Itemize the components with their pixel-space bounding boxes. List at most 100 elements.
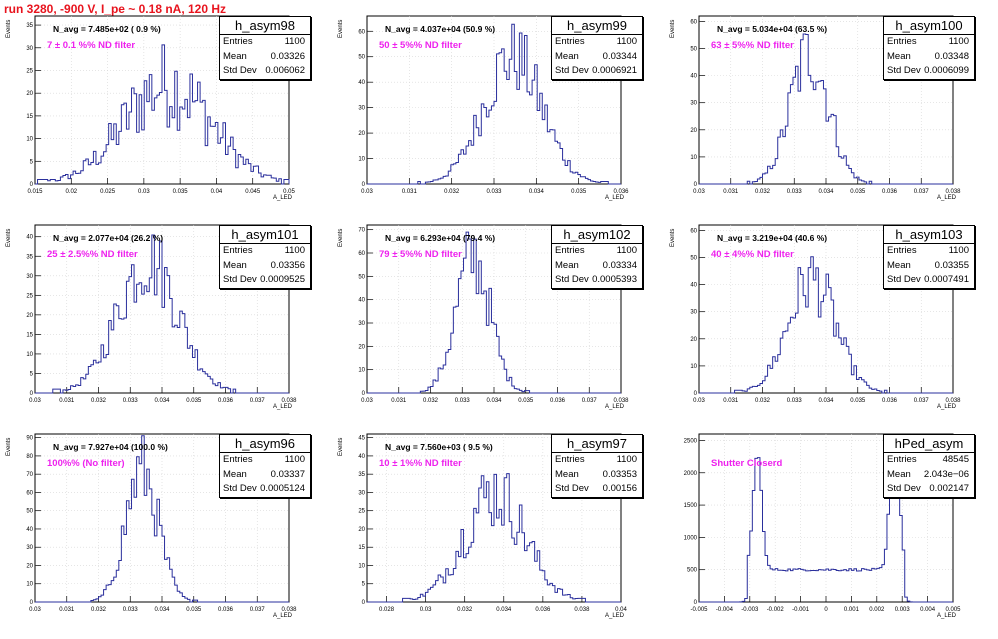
y-tick-label: 10 — [26, 137, 33, 143]
x-tick-label: 0.035 — [186, 398, 202, 404]
stats-mean-key: Mean — [555, 259, 579, 271]
y-tick-label: 90 — [26, 436, 33, 442]
stats-std-dev-row: Std Dev 0.0005124 — [220, 482, 310, 497]
stats-std-dev-key: Std Dev — [887, 483, 921, 494]
y-tick-label: 20 — [26, 563, 33, 569]
y-tick-label: 40 — [358, 298, 365, 304]
n-avg-label: N_avg = 2.077e+04 (26.2 %) — [53, 233, 164, 243]
histogram-panel-h_asym100: 0 10 20 30 40 50 60 0.03 0.031 0.032 0.033 0.034 0.0… — [664, 15, 997, 221]
histogram-plot: 0 10 20 30 40 50 60 70 80 90 0.03 0.031 0.032 0.033 0.… — [26, 433, 297, 613]
x-tick-label: 0.03 — [138, 189, 150, 195]
x-tick-label: 0.032 — [457, 607, 473, 613]
stats-std-dev-value: 0.006062 — [265, 65, 305, 76]
y-tick-label: 30 — [690, 101, 697, 107]
stats-entries-key: Entries — [887, 454, 917, 465]
stats-entries-value: 1100 — [948, 36, 969, 47]
x-tick-label: 0.035 — [186, 607, 202, 613]
stats-mean-value: 0.03337 — [270, 468, 305, 480]
stats-mean-row: Mean 0.03348 — [884, 50, 974, 65]
histogram-title: h_asym99 — [552, 17, 642, 35]
stats-mean-key: Mean — [223, 468, 247, 480]
stats-entries-value: 1100 — [948, 245, 969, 256]
y-tick-label: 50 — [358, 55, 365, 61]
x-tick-label: 0.004 — [920, 607, 936, 613]
stats-box: h_asym99 Entries 1100 Mean 0.03344 Std Dev 0.0… — [551, 16, 643, 80]
x-tick-label: 0.037 — [914, 189, 930, 195]
histogram-panel-h_asym99: 0 10 20 30 40 50 60 0.03 0.031 0.032 0.033 0.034 0.0… — [332, 15, 665, 221]
n-avg-label: N_avg = 5.034e+04 (63.5 %) — [717, 24, 828, 34]
y-tick-label: 10 — [690, 155, 697, 161]
histogram-title: h_asym98 — [220, 17, 310, 35]
y-tick-label: 0 — [30, 600, 34, 606]
stats-entries-key: Entries — [223, 36, 253, 47]
x-axis-label: A_LED — [937, 613, 957, 619]
y-axis-label: Events — [338, 19, 344, 38]
y-tick-label: 40 — [358, 80, 365, 86]
y-tick-label: 60 — [358, 251, 365, 257]
x-tick-label: 0.035 — [850, 189, 866, 195]
stats-entries-row: Entries 1100 — [884, 244, 974, 259]
stats-mean-key: Mean — [555, 50, 579, 62]
stats-entries-row: Entries 1100 — [220, 244, 310, 259]
stats-std-dev-value: 0.0005393 — [592, 274, 637, 285]
y-tick-label: 10 — [358, 563, 365, 569]
y-axis-label: Events — [338, 228, 344, 247]
x-axis-label: A_LED — [273, 404, 293, 410]
stats-mean-row: Mean 0.03344 — [552, 50, 642, 65]
stats-box: h_asym102 Entries 1100 Mean 0.03334 Std Dev 0.… — [551, 225, 643, 289]
x-tick-label: 0.03 — [29, 607, 41, 613]
histogram-panel-h_asym98: 0 5 10 15 20 25 30 35 0.015 0.02 0.025 0.03 0.035 0.0… — [0, 15, 333, 221]
y-tick-label: 35 — [26, 254, 33, 260]
stats-mean-value: 0.03356 — [270, 259, 305, 271]
y-tick-label: 15 — [26, 114, 33, 120]
x-tick-label: 0.034 — [154, 398, 170, 404]
x-tick-label: 0.033 — [123, 607, 139, 613]
stats-std-dev-row: Std Dev 0.0009525 — [220, 273, 310, 288]
y-tick-label: 20 — [26, 313, 33, 319]
stats-std-dev-value: 0.0006921 — [592, 65, 637, 76]
histogram-line — [367, 473, 621, 603]
x-tick-label: 0.03 — [693, 398, 705, 404]
x-tick-label: 0.02 — [65, 189, 77, 195]
stats-mean-value: 0.03348 — [934, 50, 969, 62]
stats-entries-value: 1100 — [616, 36, 637, 47]
y-tick-label: 5 — [30, 371, 34, 377]
histogram-panel-h_asym97: 0 5 10 15 20 25 30 35 40 45 0.028 0.03 0.032 0.034 0.0… — [332, 433, 665, 639]
x-tick-label: 0.031 — [723, 189, 739, 195]
stats-box: h_asym103 Entries 1100 Mean 0.03355 Std Dev 0.… — [883, 225, 975, 289]
y-tick-label: 10 — [690, 364, 697, 370]
y-tick-label: 500 — [687, 568, 698, 574]
y-tick-label: 25 — [358, 509, 365, 515]
stats-box: h_asym96 Entries 1100 Mean 0.03337 Std Dev 0.0… — [219, 434, 311, 498]
x-tick-label: -0.002 — [767, 607, 785, 613]
n-avg-label: N_avg = 7.927e+04 (100.0 %) — [53, 442, 168, 452]
filter-label: 100%% (No filter) — [47, 458, 125, 469]
stats-mean-value: 0.03353 — [602, 468, 637, 480]
y-tick-label: 35 — [358, 472, 365, 478]
x-axis-label: A_LED — [273, 195, 293, 201]
stats-std-dev-row: Std Dev 0.0006099 — [884, 64, 974, 79]
y-tick-label: 30 — [358, 321, 365, 327]
stats-entries-key: Entries — [887, 36, 917, 47]
histogram-title: h_asym101 — [220, 226, 310, 244]
x-tick-label: 0.032 — [444, 189, 460, 195]
filter-label: 25 ± 2.5%% ND filter — [47, 249, 138, 260]
y-tick-label: 45 — [358, 436, 365, 442]
filter-label: 7 ± 0.1 %% ND filter — [47, 40, 136, 51]
x-tick-label: 0.032 — [91, 398, 107, 404]
x-tick-label: 0.031 — [391, 398, 407, 404]
stats-std-dev-row: Std Dev 0.00156 — [552, 482, 642, 497]
histogram-plot: 0 5 10 15 20 25 30 35 0.015 0.02 0.025 0.03 0.035 0.0… — [26, 15, 295, 195]
x-tick-label: 0.034 — [818, 398, 834, 404]
y-tick-label: 80 — [26, 454, 33, 460]
y-tick-label: 25 — [26, 293, 33, 299]
stats-std-dev-key: Std Dev — [223, 274, 257, 285]
stats-std-dev-row: Std Dev 0.006062 — [220, 64, 310, 79]
x-tick-label: 0.032 — [755, 398, 771, 404]
stats-entries-row: Entries 1100 — [220, 453, 310, 468]
stats-mean-value: 0.03355 — [934, 259, 969, 271]
x-tick-label: 0.032 — [91, 607, 107, 613]
histogram-plot: 0 500 1000 1500 2000 2500 -0.005 -0.004 -0.003 -0… — [684, 433, 961, 613]
x-tick-label: 0.038 — [945, 398, 961, 404]
histogram-title: h_asym97 — [552, 435, 642, 453]
